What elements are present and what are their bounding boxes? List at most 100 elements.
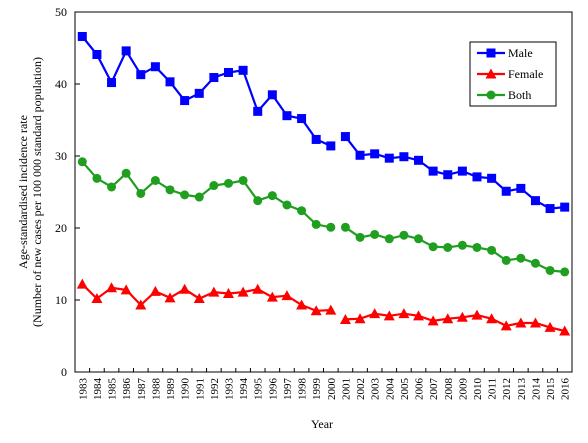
female-point: [179, 283, 191, 294]
x-axis-ticks: 1983 1984 1985 1986 1987 1988 1989 1990 1991 1992…: [74, 368, 573, 401]
y-tick-label: 40: [55, 77, 67, 91]
female-point: [529, 317, 541, 328]
female-point: [369, 308, 381, 319]
x-tick-label: 2010: [472, 378, 484, 401]
legend-label: Male: [508, 46, 533, 60]
x-tick-label: 1984: [92, 378, 104, 401]
both-point: [443, 242, 453, 252]
male-line-segment: [81, 35, 332, 147]
female-point: [456, 311, 468, 322]
female-point: [91, 293, 103, 304]
female-point: [149, 285, 161, 296]
male-point: [194, 88, 204, 98]
both-point: [238, 175, 248, 185]
male-point: [355, 150, 365, 160]
both-point: [136, 188, 146, 198]
both-point: [560, 267, 570, 277]
both-point: [180, 190, 190, 200]
both-point: [530, 258, 540, 268]
both-point: [267, 191, 277, 201]
x-tick-label: 1996: [267, 378, 279, 401]
x-tick-label: 2001: [340, 378, 352, 400]
both-point: [297, 206, 307, 216]
series-both: [77, 157, 570, 277]
male-point: [121, 46, 131, 56]
female-line-segment: [345, 312, 565, 333]
female-point: [252, 283, 264, 294]
female-point: [325, 304, 337, 315]
x-tick-label: 1986: [121, 378, 133, 401]
both-point: [355, 232, 365, 242]
both-point: [501, 255, 511, 265]
both-point: [92, 173, 102, 183]
male-point: [530, 196, 540, 206]
female-point: [354, 313, 366, 324]
legend-item-female: Female: [477, 67, 543, 81]
x-tick-label: 2011: [487, 378, 499, 400]
x-tick-label: 1987: [136, 378, 148, 401]
both-point: [487, 245, 497, 255]
male-point: [209, 73, 219, 83]
female-point: [413, 310, 425, 321]
both-point: [77, 157, 87, 167]
x-tick-label: 2000: [326, 378, 338, 401]
x-tick-label: 1989: [165, 378, 177, 401]
both-point: [340, 222, 350, 232]
female-point: [500, 320, 512, 331]
y-axis-label-sub: (Number of new cases per 100 000 standar…: [30, 57, 44, 327]
x-tick-label: 2013: [516, 378, 528, 401]
male-point: [457, 166, 467, 176]
x-tick-label: 1990: [180, 378, 192, 401]
both-point: [121, 168, 131, 178]
male-point: [384, 153, 394, 163]
male-point: [180, 96, 190, 106]
female-point: [208, 286, 220, 297]
male-point: [282, 111, 292, 121]
x-tick-label: 1985: [107, 378, 119, 401]
female-point: [471, 309, 483, 320]
male-point: [297, 114, 307, 124]
male-point: [370, 149, 380, 159]
female-point: [383, 310, 395, 321]
x-tick-label: 1983: [77, 378, 89, 401]
x-tick-label: 1997: [282, 378, 294, 401]
female-point: [559, 325, 571, 336]
male-point: [326, 141, 336, 151]
female-point: [281, 290, 293, 301]
male-point: [165, 77, 175, 87]
female-point: [76, 278, 88, 289]
male-point: [340, 132, 350, 142]
x-axis-label: Year: [311, 417, 333, 431]
both-point: [223, 178, 233, 188]
x-tick-label: 2006: [414, 378, 426, 401]
series-layer: [76, 31, 571, 336]
male-point: [107, 78, 117, 88]
y-tick-label: 30: [55, 149, 67, 163]
x-tick-label: 1993: [223, 378, 235, 401]
x-tick-label: 2003: [370, 378, 382, 401]
male-point: [136, 70, 146, 80]
both-point: [516, 253, 526, 263]
male-point: [516, 183, 526, 193]
both-line-segment: [344, 226, 565, 273]
y-axis-label: Age-standardised incidence rate: [16, 115, 30, 269]
male-point: [238, 65, 248, 75]
x-tick-label: 2014: [530, 378, 542, 401]
legend-item-both: Both: [477, 88, 531, 102]
female-point: [427, 315, 439, 326]
male-point: [414, 155, 424, 165]
female-point: [486, 313, 498, 324]
female-point: [266, 291, 278, 302]
legend-label: Female: [508, 67, 543, 81]
both-point: [384, 234, 394, 244]
female-point: [398, 308, 410, 319]
both-point: [428, 242, 438, 252]
y-tick-label: 10: [55, 293, 67, 307]
female-point: [339, 313, 351, 324]
both-point: [165, 185, 175, 195]
x-tick-label: 2016: [560, 378, 572, 401]
male-point: [399, 152, 409, 162]
x-tick-label: 2005: [399, 378, 411, 401]
y-tick-label: 20: [55, 221, 67, 235]
legend-swatch-marker: [486, 90, 496, 100]
